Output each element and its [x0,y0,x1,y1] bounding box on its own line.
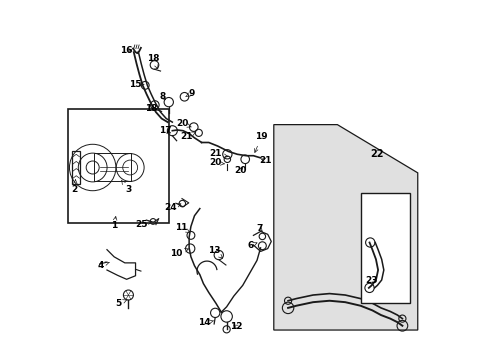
Text: 15: 15 [128,80,143,89]
Text: 18: 18 [145,104,158,113]
Text: 3: 3 [121,180,131,194]
Text: 13: 13 [207,246,222,258]
Text: 23: 23 [365,276,377,285]
Text: 20: 20 [208,158,224,167]
Text: 12: 12 [230,322,243,331]
Text: 19: 19 [254,132,267,152]
Text: 24: 24 [164,203,181,212]
Bar [72,152,80,184]
Text: 16: 16 [120,46,133,55]
Text: 1: 1 [111,216,117,230]
Text: 21: 21 [259,156,271,165]
Bar [94,153,131,181]
Text: 5: 5 [115,299,127,308]
Text: 8: 8 [159,92,165,101]
Text: 14: 14 [198,318,213,327]
Bar [67,109,169,223]
Text: 20: 20 [176,119,191,128]
Text: 4: 4 [98,261,109,270]
Polygon shape [273,125,417,330]
Text: 25: 25 [136,220,151,229]
Text: 21: 21 [209,149,227,158]
Text: 11: 11 [174,222,189,233]
Text: 2: 2 [72,180,78,194]
Text: 21: 21 [180,132,195,141]
Text: 17: 17 [159,126,171,135]
Text: 18: 18 [147,54,159,69]
Text: 22: 22 [370,149,384,159]
Text: 9: 9 [185,89,194,98]
Bar [360,193,409,303]
Text: 10: 10 [169,248,188,258]
Text: 6: 6 [246,241,257,250]
Text: 20: 20 [234,166,246,175]
Text: 7: 7 [256,224,262,233]
